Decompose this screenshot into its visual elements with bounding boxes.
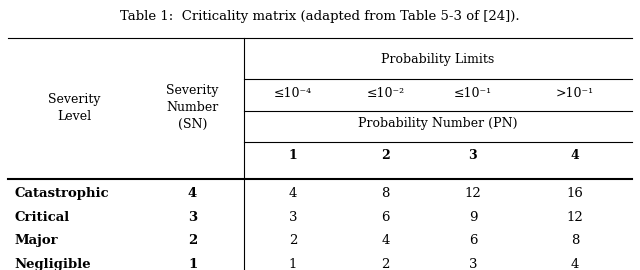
Text: 12: 12 — [566, 211, 583, 224]
Text: Critical: Critical — [14, 211, 69, 224]
Text: 4: 4 — [381, 234, 390, 247]
Text: 4: 4 — [571, 258, 579, 270]
Text: 4: 4 — [289, 187, 297, 200]
Text: 8: 8 — [381, 187, 390, 200]
Text: Probability Limits: Probability Limits — [381, 53, 495, 66]
Text: 4: 4 — [570, 150, 579, 163]
Text: 1: 1 — [289, 258, 297, 270]
Text: >10⁻¹: >10⁻¹ — [556, 87, 594, 100]
Text: ≤10⁻¹: ≤10⁻¹ — [454, 87, 492, 100]
Text: 16: 16 — [566, 187, 583, 200]
Text: Severity
Level: Severity Level — [49, 93, 101, 123]
Text: Catastrophic: Catastrophic — [14, 187, 109, 200]
Text: ≤10⁻⁴: ≤10⁻⁴ — [274, 87, 312, 100]
Text: 6: 6 — [468, 234, 477, 247]
Text: 3: 3 — [188, 211, 197, 224]
Text: 1: 1 — [289, 150, 298, 163]
Text: Major: Major — [14, 234, 58, 247]
Text: ≤10⁻²: ≤10⁻² — [366, 87, 404, 100]
Text: Table 1:  Criticality matrix (adapted from Table 5-3 of [24]).: Table 1: Criticality matrix (adapted fro… — [120, 10, 520, 23]
Text: Negligible: Negligible — [14, 258, 91, 270]
Text: 8: 8 — [571, 234, 579, 247]
Text: 1: 1 — [188, 258, 197, 270]
Text: 3: 3 — [468, 258, 477, 270]
Text: 3: 3 — [289, 211, 297, 224]
Text: 3: 3 — [468, 150, 477, 163]
Text: Probability Number (PN): Probability Number (PN) — [358, 117, 518, 130]
Text: 9: 9 — [468, 211, 477, 224]
Text: Severity
Number
(SN): Severity Number (SN) — [166, 84, 219, 131]
Text: 4: 4 — [188, 187, 197, 200]
Text: 2: 2 — [381, 150, 390, 163]
Text: 12: 12 — [465, 187, 481, 200]
Text: 2: 2 — [381, 258, 390, 270]
Text: 2: 2 — [289, 234, 297, 247]
Text: 2: 2 — [188, 234, 197, 247]
Text: 6: 6 — [381, 211, 390, 224]
